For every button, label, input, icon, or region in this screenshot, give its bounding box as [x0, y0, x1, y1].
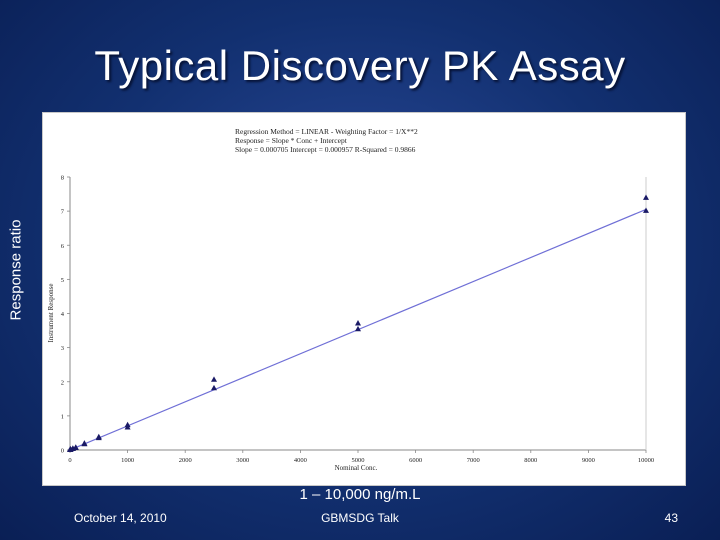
x-tick-label: 0: [68, 457, 71, 464]
y-tick-label: 1: [61, 413, 64, 420]
chart-panel: Regression Method = LINEAR - Weighting F…: [42, 112, 686, 486]
y-axis-caption: Response ratio: [7, 219, 25, 321]
x-tick-label: 7000: [467, 457, 480, 464]
x-tick-label: 5000: [352, 457, 365, 464]
x-tick-label: 2000: [179, 457, 192, 464]
slide-title: Typical Discovery PK Assay: [94, 42, 626, 89]
x-tick-label: 6000: [409, 457, 422, 464]
x-tick-label: 1000: [121, 457, 134, 464]
x-tick-label: 3000: [236, 457, 249, 464]
x-tick-label: 4000: [294, 457, 307, 464]
regression-line-3: Slope = 0.000705 Intercept = 0.000957 R-…: [235, 145, 416, 154]
y-axis-title: Instrument Response: [47, 284, 55, 343]
y-tick-label: 8: [61, 175, 64, 182]
y-tick-label: 6: [61, 243, 65, 250]
data-point: [643, 207, 649, 213]
y-tick-label: 4: [61, 311, 65, 318]
y-tick-label: 0: [61, 448, 64, 455]
y-tick-label: 7: [61, 209, 65, 216]
x-axis-title: Nominal Conc.: [335, 464, 378, 472]
data-point: [211, 376, 217, 382]
data-point: [355, 325, 361, 332]
y-tick-label: 5: [61, 277, 64, 284]
y-tick-label: 3: [61, 345, 64, 352]
footer-date: October 14, 2010: [74, 511, 167, 525]
footer-center: GBMSDG Talk: [321, 511, 399, 525]
y-tick-label: 2: [61, 379, 64, 386]
data-point: [211, 384, 217, 391]
data-point: [72, 444, 79, 450]
data-point: [124, 421, 131, 428]
data-point: [95, 433, 102, 440]
x-tick-label: 8000: [524, 457, 537, 464]
calibration-chart: Regression Method = LINEAR - Weighting F…: [47, 127, 654, 472]
x-tick-label: 10000: [638, 457, 654, 464]
page-number: 43: [664, 511, 678, 525]
x-tick-label: 9000: [582, 457, 595, 464]
data-point: [643, 194, 649, 200]
data-point: [355, 320, 361, 326]
regression-line-1: Regression Method = LINEAR - Weighting F…: [235, 127, 418, 136]
data-point: [81, 440, 88, 446]
regression-line-2: Response = Slope * Conc + Intercept: [235, 136, 348, 145]
x-axis-caption: 1 – 10,000 ng/m.L: [299, 486, 421, 503]
